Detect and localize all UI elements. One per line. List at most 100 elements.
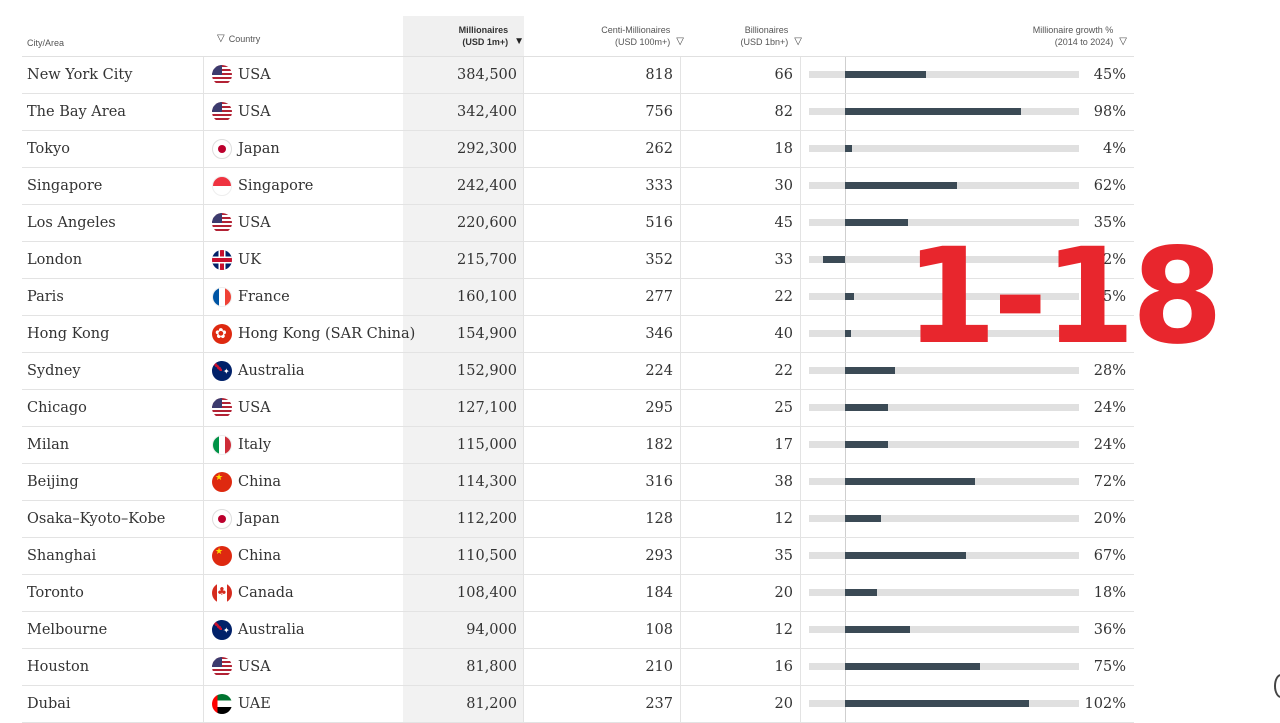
column-divider [680, 427, 681, 463]
table-row[interactable]: Milan Italy 115,000 182 17 24% [22, 427, 1134, 464]
city-name: The Bay Area [27, 104, 126, 120]
header-millionaires[interactable]: Millionaires (USD 1m+) ▼ [403, 24, 524, 48]
billionaires-value: 30 [774, 178, 793, 194]
millionaires-value: 215,700 [457, 252, 517, 268]
country-name: USA [238, 400, 271, 416]
column-divider [800, 353, 801, 389]
growth-bar [845, 663, 980, 670]
country-name: Italy [238, 437, 272, 453]
table-row[interactable]: Beijing China 114,300 316 38 72% [22, 464, 1134, 501]
billionaires-value: 17 [774, 437, 793, 453]
sort-arrow-icon: ▽ [794, 36, 802, 47]
centi-millionaires-value: 224 [645, 363, 673, 379]
table-row[interactable]: Shanghai China 110,500 293 35 67% [22, 538, 1134, 575]
growth-value: 98% [1093, 104, 1126, 120]
france-flag-icon [212, 287, 232, 307]
city-name: Singapore [27, 178, 103, 194]
table-row[interactable]: London UK 215,700 352 33 -12% [22, 242, 1134, 279]
sort-arrow-icon: ▽ [676, 36, 684, 47]
growth-value: 28% [1093, 363, 1126, 379]
table-row[interactable]: Tokyo Japan 292,300 262 18 4% [22, 131, 1134, 168]
wealth-table: City/Area ▽ Country Millionaires (USD 1m+)… [22, 16, 1134, 723]
table-row[interactable]: Los Angeles USA 220,600 516 45 35% [22, 205, 1134, 242]
growth-bar-track [809, 256, 1079, 263]
column-divider [203, 353, 204, 389]
millionaires-column-bg [403, 316, 524, 352]
column-divider [203, 390, 204, 426]
millionaires-value: 110,500 [457, 548, 517, 564]
centi-millionaires-value: 756 [645, 104, 673, 120]
column-divider [523, 57, 524, 93]
table-row[interactable]: Singapore Singapore 242,400 333 30 62% [22, 168, 1134, 205]
millionaires-column-bg [403, 575, 524, 611]
column-divider [680, 575, 681, 611]
header-city[interactable]: City/Area [27, 38, 65, 48]
table-row[interactable]: New York City USA 384,500 818 66 45% [22, 57, 1134, 94]
growth-bar [845, 478, 975, 485]
column-divider [523, 316, 524, 352]
table-row[interactable]: Osaka–Kyoto–Kobe Japan 112,200 128 12 20% [22, 501, 1134, 538]
header-centi-millionaires[interactable]: Centi-Millionaires (USD 100m+) ▽ [542, 24, 684, 48]
billionaires-value: 12 [774, 622, 793, 638]
city-name: Paris [27, 289, 64, 305]
column-divider [800, 538, 801, 574]
growth-bar [845, 515, 881, 522]
growth-value: 72% [1093, 474, 1126, 490]
country-name: Japan [238, 141, 280, 157]
billionaires-value: 82 [774, 104, 793, 120]
growth-bar [845, 367, 896, 374]
singapore-flag-icon [212, 176, 232, 196]
column-divider [800, 279, 801, 315]
column-divider [800, 205, 801, 241]
centi-millionaires-value: 237 [645, 696, 673, 712]
growth-bar [845, 552, 966, 559]
millionaires-column-bg [403, 612, 524, 648]
millionaires-column-bg [403, 501, 524, 537]
table-row[interactable]: Houston USA 81,800 210 16 75% [22, 649, 1134, 686]
table-row[interactable]: Hong Kong Hong Kong (SAR China) 154,900 346… [22, 316, 1134, 353]
sort-active-arrow-icon: ▼ [514, 36, 524, 47]
table-row[interactable]: Dubai UAE 81,200 237 20 102% [22, 686, 1134, 723]
millionaires-column-bg [403, 279, 524, 315]
growth-bar [845, 145, 853, 152]
header-growth[interactable]: Millionaire growth % (2014 to 2024) ▽ [922, 24, 1127, 48]
column-divider [203, 316, 204, 352]
centi-millionaires-value: 108 [645, 622, 673, 638]
centi-millionaires-value: 818 [645, 67, 673, 83]
column-divider [680, 205, 681, 241]
billionaires-value: 22 [774, 289, 793, 305]
column-divider [203, 464, 204, 500]
edge-circle-icon [1274, 674, 1280, 698]
millionaires-value: 112,200 [457, 511, 517, 527]
growth-bar-track [809, 367, 1079, 374]
millionaires-value: 114,300 [457, 474, 517, 490]
table-row[interactable]: Sydney Australia 152,900 224 22 28% [22, 353, 1134, 390]
header-centi-line2: (USD 100m+) [615, 37, 671, 47]
header-billionaires[interactable]: Billionaires (USD 1bn+) ▽ [702, 24, 802, 48]
millionaires-column-bg [403, 390, 524, 426]
table-row[interactable]: Toronto Canada 108,400 184 20 18% [22, 575, 1134, 612]
billionaires-value: 20 [774, 696, 793, 712]
centi-millionaires-value: 293 [645, 548, 673, 564]
column-divider [800, 390, 801, 426]
header-country-label: Country [228, 34, 261, 44]
column-divider [523, 464, 524, 500]
header-country[interactable]: ▽ Country [217, 33, 260, 45]
column-divider [203, 686, 204, 722]
table-row[interactable]: Paris France 160,100 277 22 5% [22, 279, 1134, 316]
growth-value: 4% [1102, 141, 1126, 157]
millionaires-column-bg [403, 353, 524, 389]
table-row[interactable]: Chicago USA 127,100 295 25 24% [22, 390, 1134, 427]
table-row[interactable]: Melbourne Australia 94,000 108 12 36% [22, 612, 1134, 649]
growth-value: -12% [1088, 252, 1126, 268]
column-divider [203, 538, 204, 574]
column-divider [680, 501, 681, 537]
city-name: Tokyo [27, 141, 70, 157]
column-divider [800, 131, 801, 167]
table-row[interactable]: The Bay Area USA 342,400 756 82 98% [22, 94, 1134, 131]
city-name: Chicago [27, 400, 87, 416]
column-divider [680, 279, 681, 315]
country-name: Japan [238, 511, 280, 527]
growth-bar-track [809, 145, 1079, 152]
billionaires-value: 66 [774, 67, 793, 83]
